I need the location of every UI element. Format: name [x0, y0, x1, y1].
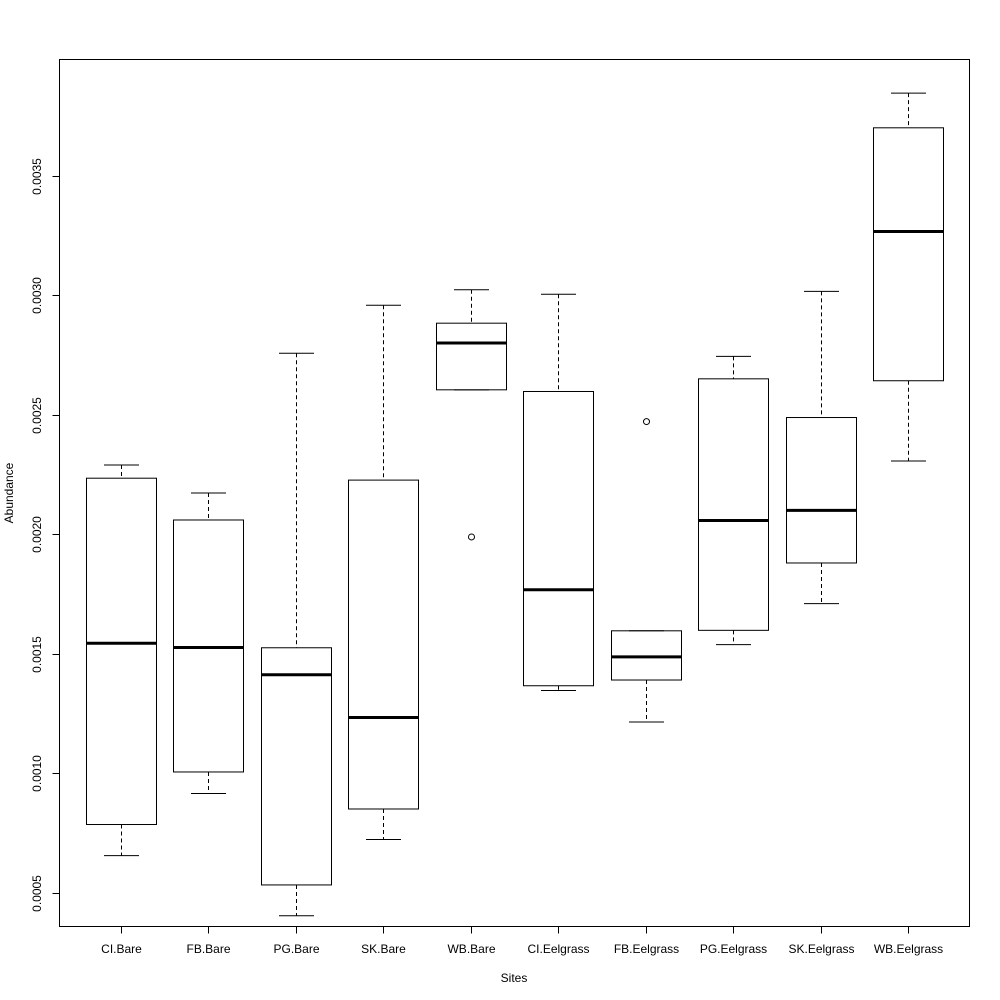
box-iqr	[261, 647, 332, 886]
x-tick-label: PG.Eelgrass	[700, 942, 767, 956]
box-iqr	[436, 322, 507, 391]
x-axis-title: Sites	[501, 971, 528, 985]
y-axis-title: Abundance	[2, 462, 16, 523]
box-group	[348, 304, 419, 841]
x-tick-label: WB.Bare	[447, 942, 495, 956]
x-tick-label: SK.Bare	[361, 942, 406, 956]
box-iqr	[173, 519, 244, 773]
box-group	[786, 290, 857, 605]
box-group	[173, 492, 244, 794]
box-group	[436, 289, 507, 541]
box-group	[86, 464, 157, 857]
box-iqr	[873, 127, 944, 382]
box-group	[261, 352, 332, 917]
box-iqr	[523, 390, 594, 687]
x-tick-label: WB.Eelgrass	[874, 942, 943, 956]
box-series	[86, 92, 944, 917]
outlier-point	[643, 418, 650, 426]
box-iqr	[786, 417, 857, 564]
y-tick-label: 0.0025	[30, 397, 44, 434]
x-tick-label: FB.Bare	[186, 942, 230, 956]
box-iqr	[698, 378, 769, 631]
outlier-point	[468, 533, 475, 541]
box-group	[698, 355, 769, 646]
box-group	[611, 418, 682, 723]
y-tick-label: 0.0010	[30, 755, 44, 792]
box-group	[873, 92, 944, 462]
y-tick-label: 0.0030	[30, 277, 44, 314]
x-tick-label: FB.Eelgrass	[614, 942, 679, 956]
x-axis: CI.Bare FB.Bare PG.Bare SK.Bare WB.Bare CI.Ee…	[101, 926, 943, 956]
x-tick-label: PG.Bare	[273, 942, 319, 956]
y-tick-label: 0.0020	[30, 516, 44, 553]
plot-frame	[59, 59, 970, 927]
x-tick-label: CI.Eelgrass	[527, 942, 589, 956]
box-iqr	[348, 479, 419, 810]
box-iqr	[86, 477, 157, 826]
x-tick-label: CI.Bare	[101, 942, 142, 956]
y-tick-label: 0.0035	[30, 158, 44, 195]
y-tick-label: 0.0015	[30, 636, 44, 673]
x-tick-label: SK.Eelgrass	[788, 942, 854, 956]
y-axis: 0.0005 0.0010 0.0015 0.0020 0.0025 0.0030 0.00…	[30, 158, 60, 912]
y-tick-label: 0.0005	[30, 875, 44, 912]
box-group	[523, 293, 594, 692]
